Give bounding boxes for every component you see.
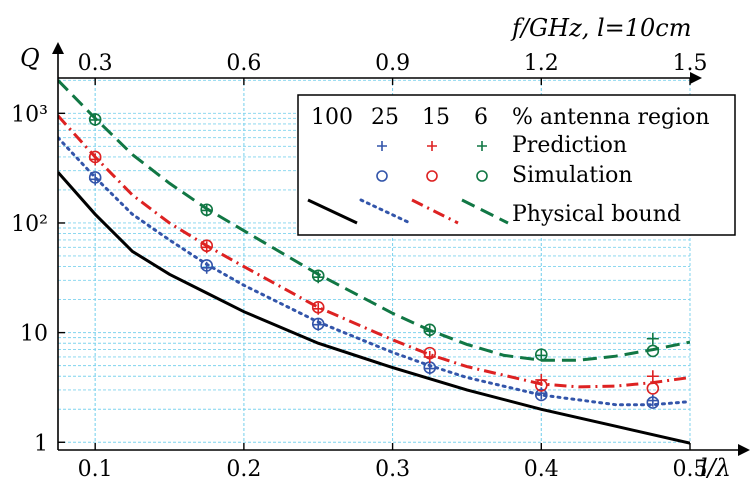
- series-6-prediction-point-0: [89, 113, 102, 126]
- series-25-prediction-point-3: [423, 362, 436, 375]
- legend-simulation-marker-25: [376, 170, 388, 182]
- legend-simulation-marker-6: [476, 170, 488, 182]
- legend-header-25: 25: [371, 105, 399, 130]
- legend-header-100: 100: [311, 105, 353, 130]
- legend: 100 25 15 6 % antenna region Prediction …: [297, 94, 736, 236]
- series-100-line: [58, 171, 690, 445]
- series-25-prediction-point-2: [312, 318, 325, 331]
- y-axis-arrow: [52, 42, 64, 54]
- series-6-prediction-point-5: [646, 332, 659, 345]
- legend-prediction-marker-6: [477, 141, 487, 151]
- series-15-prediction-point-0: [89, 153, 102, 166]
- x-tick-label-0: 0.1: [78, 457, 113, 482]
- series-6-line: [58, 79, 690, 362]
- top-tick-label-0: 0.3: [78, 51, 113, 76]
- y-tick-label-1: 10: [20, 322, 48, 347]
- top-tick-label-3: 1.2: [524, 51, 559, 76]
- x-tick-label-4: 0.5: [673, 457, 708, 482]
- top-axis-arrow: [690, 72, 702, 84]
- y-axis-label: Q: [20, 44, 40, 72]
- y-tick-label-3: 10³: [11, 102, 48, 127]
- legend-bound-sample-25: [359, 198, 412, 225]
- series-15-prediction-point-2: [312, 302, 325, 315]
- series-6-prediction-point-4: [535, 349, 548, 362]
- series-25-prediction-point-5: [646, 394, 659, 407]
- series-25-line: [58, 136, 690, 407]
- y-tick-label-2: 10²: [11, 212, 48, 237]
- series-15-prediction-point-3: [423, 350, 436, 363]
- legend-header-6: 6: [474, 105, 488, 130]
- legend-bound-sample-100: [307, 198, 358, 225]
- series-15-prediction-point-4: [535, 373, 548, 386]
- series-15-simulation-point-5: [646, 382, 660, 395]
- x-tick-label-3: 0.4: [524, 457, 559, 482]
- top-axis-label: f/GHz, l=10cm: [510, 14, 692, 42]
- legend-box: [297, 94, 736, 236]
- legend-header-region: % antenna region: [512, 105, 710, 130]
- legend-simulation-marker-15: [426, 170, 438, 182]
- series-6-prediction-point-1: [200, 204, 213, 217]
- legend-prediction-marker-25: [377, 141, 387, 151]
- x-axis-arrow: [738, 444, 750, 456]
- legend-simulation-label: Simulation: [512, 163, 633, 188]
- x-tick-label-1: 0.2: [226, 457, 261, 482]
- top-tick-label-4: 1.5: [673, 51, 708, 76]
- legend-prediction-marker-15: [427, 141, 437, 151]
- series-25-prediction-point-0: [89, 173, 102, 186]
- curves: [58, 79, 690, 445]
- series-6-simulation-point-5: [646, 344, 660, 358]
- series-25-prediction-point-1: [200, 261, 213, 274]
- y-tick-label-0: 1: [34, 431, 48, 456]
- legend-prediction-label: Prediction: [512, 133, 627, 158]
- legend-marks: [307, 141, 509, 225]
- series-6-prediction-point-2: [312, 271, 325, 284]
- top-tick-label-1: 0.6: [226, 51, 261, 76]
- markers: [88, 113, 660, 409]
- legend-bound-sample-6: [461, 198, 509, 225]
- series-6-prediction-point-3: [423, 325, 436, 338]
- ticks: 0.1 0.2 0.3 0.4 0.5 0.3 0.6 0.9 1.2 1.5 1 10 10² 10³: [11, 51, 707, 482]
- series-15-prediction-point-1: [200, 241, 213, 254]
- legend-bound-label: Physical bound: [512, 202, 681, 227]
- legend-header-15: 15: [422, 105, 450, 130]
- series-15-prediction-point-5: [646, 370, 659, 383]
- series-25-prediction-point-4: [535, 387, 548, 400]
- axes: [52, 42, 750, 456]
- x-axis-label: l/λ: [700, 454, 731, 482]
- x-tick-label-2: 0.3: [375, 457, 410, 482]
- top-tick-label-2: 0.9: [375, 51, 410, 76]
- series-15-line: [58, 114, 690, 389]
- legend-bound-sample-15: [411, 198, 459, 225]
